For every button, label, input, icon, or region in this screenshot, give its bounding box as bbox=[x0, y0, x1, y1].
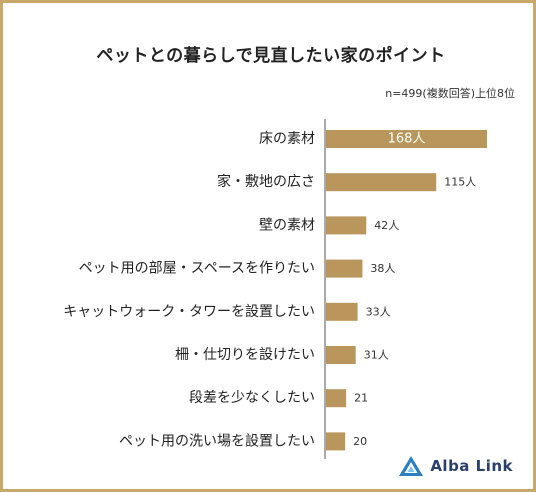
bar bbox=[326, 432, 346, 451]
bar bbox=[326, 259, 363, 278]
value-label: 42人 bbox=[374, 219, 399, 232]
category-label: 家・敷地の広さ bbox=[217, 173, 315, 190]
category-label: ペット用の部屋・スペースを作りたい bbox=[79, 261, 315, 277]
category-label: 段差を少なくしたい bbox=[189, 390, 315, 406]
bar bbox=[326, 173, 437, 192]
category-label: 柵・仕切りを設けたい bbox=[175, 347, 315, 363]
bar bbox=[326, 389, 347, 408]
category-label: 壁の素材 bbox=[259, 217, 315, 233]
category-label: 床の素材 bbox=[259, 131, 315, 147]
category-label: ペット用の洗い場を設置したい bbox=[119, 433, 315, 449]
value-label: 33人 bbox=[366, 305, 391, 318]
chart-title: ペットとの暮らしで見直したい家のポイント bbox=[96, 46, 446, 66]
bar bbox=[326, 346, 356, 364]
value-label: 31人 bbox=[364, 349, 389, 362]
value-label: 21 bbox=[354, 392, 368, 405]
value-label: 38人 bbox=[370, 262, 395, 275]
bar bbox=[326, 216, 367, 235]
bar bbox=[326, 130, 487, 148]
category-label: キャットウォーク・タワーを設置したい bbox=[63, 304, 315, 320]
value-label: 168人 bbox=[388, 132, 426, 147]
alba-link-logo-icon bbox=[399, 456, 424, 476]
value-label: 115人 bbox=[444, 176, 476, 189]
brand-logo: Alba Link bbox=[398, 455, 513, 477]
brand-name: Alba Link bbox=[430, 457, 513, 475]
bar bbox=[326, 302, 358, 321]
value-label: 20 bbox=[353, 435, 367, 448]
sample-note: n=499(複数回答)上位8位 bbox=[385, 87, 515, 100]
